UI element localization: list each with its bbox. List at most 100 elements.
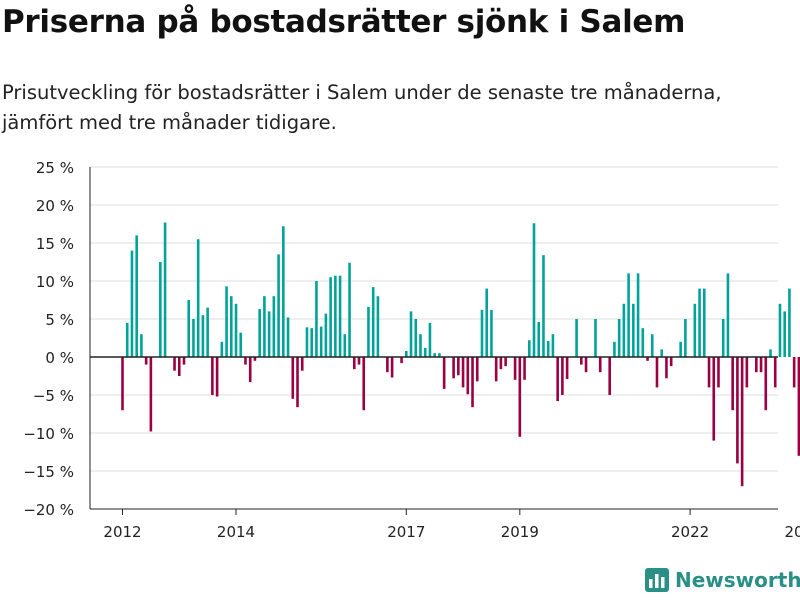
bar (338, 275, 342, 357)
bar (348, 262, 351, 357)
x-tick-label: 2022 (671, 523, 709, 541)
bar (721, 319, 725, 357)
bar (551, 334, 555, 357)
bar (144, 357, 148, 365)
bar (471, 357, 474, 408)
bar (400, 357, 403, 364)
bar (598, 357, 602, 373)
bar (206, 307, 209, 357)
y-tick-label: 15 % (36, 235, 74, 253)
bar (580, 357, 583, 365)
bar (532, 223, 536, 357)
bar (698, 288, 701, 357)
bar (286, 317, 290, 357)
bar (707, 357, 711, 388)
bar (627, 273, 630, 357)
bar (655, 357, 659, 388)
bar (684, 319, 687, 357)
bar (773, 357, 777, 388)
chart-title: Priserna på bostadsrätter sjönk i Salem (2, 4, 686, 40)
bar (352, 357, 356, 370)
bar (182, 357, 186, 365)
bar (717, 357, 720, 388)
bar (282, 226, 285, 357)
y-tick-label: −10 % (23, 425, 74, 443)
bar (438, 353, 441, 357)
bar (229, 296, 233, 357)
bar (523, 357, 526, 380)
x-tick-label: 2019 (501, 523, 539, 541)
y-tick-label: 5 % (45, 311, 74, 329)
bar (244, 357, 247, 365)
bar (433, 353, 436, 357)
bar (419, 334, 422, 357)
bar (159, 262, 162, 357)
bar (485, 288, 489, 357)
y-tick-label: 20 % (36, 197, 74, 215)
bar (702, 288, 706, 357)
bar (239, 332, 243, 357)
bar (494, 357, 498, 382)
bar (196, 239, 200, 357)
bar (305, 327, 309, 357)
bar (745, 357, 749, 388)
y-tick-label: 10 % (36, 273, 74, 291)
bar (622, 303, 626, 357)
bar (617, 319, 621, 357)
bar (527, 340, 531, 357)
y-tick-label: −20 % (23, 501, 74, 519)
bar (140, 334, 143, 357)
bar (225, 286, 228, 357)
bar (755, 357, 758, 373)
bar (513, 357, 517, 380)
bar (556, 357, 559, 402)
bar (300, 357, 304, 371)
bar (149, 357, 153, 432)
bar (641, 328, 645, 357)
bar (499, 357, 503, 370)
bar (665, 357, 668, 379)
y-tick-label: −15 % (23, 463, 74, 481)
bar (490, 309, 493, 357)
bar (334, 275, 337, 357)
bar (386, 357, 389, 373)
bar (267, 311, 271, 357)
bar (315, 281, 318, 357)
bar (187, 300, 191, 357)
bar (457, 357, 460, 376)
bar (613, 341, 616, 357)
bar (324, 313, 328, 357)
bar (277, 254, 280, 357)
bar (248, 357, 252, 383)
bar (442, 357, 446, 389)
bar (480, 309, 484, 357)
bar (291, 357, 295, 399)
bar (461, 357, 465, 388)
bar (561, 357, 564, 395)
bar (726, 273, 730, 357)
bar (163, 222, 167, 357)
bar (362, 357, 366, 411)
bar (409, 311, 413, 357)
y-tick-label: −5 % (33, 387, 74, 405)
bar (319, 326, 323, 357)
bar (405, 350, 408, 357)
y-tick-label: 0 % (45, 349, 74, 367)
bar (367, 306, 370, 357)
bar (343, 334, 347, 357)
bar (371, 287, 375, 357)
bar (263, 296, 266, 357)
bar (215, 357, 219, 397)
bar (778, 303, 782, 357)
bar (296, 357, 299, 408)
bar (329, 277, 332, 357)
bar (234, 303, 238, 357)
bar (797, 357, 800, 456)
bar (608, 357, 611, 395)
bar (201, 315, 205, 357)
newsworthy-logo-icon (645, 568, 669, 592)
bar (192, 319, 195, 357)
bar (546, 341, 550, 357)
bar (121, 357, 124, 411)
bar (792, 357, 796, 388)
